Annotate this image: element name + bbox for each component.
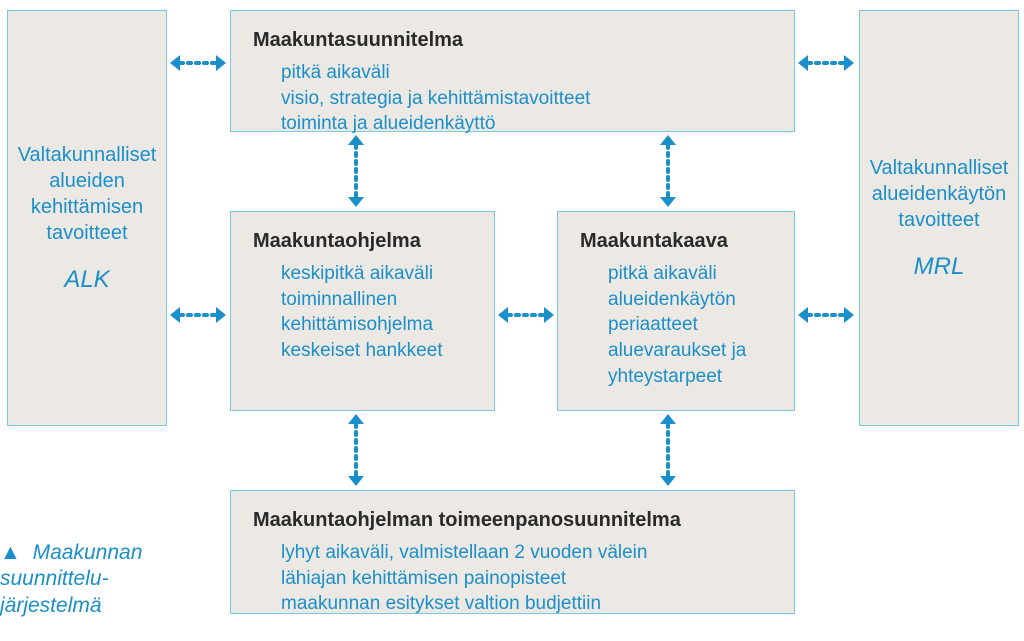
box-national-landuse-goals: Valtakunnallisetalueidenkäytöntavoitteet… [859,10,1019,426]
box-title: Maakuntaohjelma [253,230,472,253]
double-arrow-right-mid [798,307,854,323]
triangle-up-icon: ▲ [0,540,21,566]
abbr-alk: ALK [64,266,109,294]
side-text: Valtakunnallisetalueidenkäytöntavoitteet [870,155,1009,233]
double-arrow-midRight-bot [660,414,676,486]
box-body: lyhyt aikaväli, valmistellaan 2 vuoden v… [253,540,772,617]
double-arrow-midLeft-bot [348,414,364,486]
caption-line: Maakunnan [27,541,143,564]
box-body: keskipitkä aikavälitoiminnallinenkehittä… [253,261,472,364]
box-implementation-plan: Maakuntaohjelman toimeenpanosuunnitelma … [230,490,795,614]
double-arrow-left-top [170,55,226,71]
abbr-mrl: MRL [914,253,965,281]
box-title: Maakuntakaava [580,230,772,253]
box-national-regional-development-goals: Valtakunnallisetalueidenkehittämisentavo… [7,10,167,426]
figure-caption: ▲ Maakunnan suunnittelu- järjestelmä [0,540,142,619]
box-title: Maakuntasuunnitelma [253,29,772,52]
caption-line: suunnittelu- [0,567,109,590]
box-body: pitkä aikavälialueidenkäytönperiaatteeta… [580,261,772,389]
double-arrow-top-midRight [660,135,676,207]
double-arrow-left-mid [170,307,226,323]
caption-line: järjestelmä [0,594,102,617]
double-arrow-right-top [798,55,854,71]
box-regional-programme: Maakuntaohjelma keskipitkä aikavälitoimi… [230,211,495,411]
box-body: pitkä aikavälivisio, strategia ja kehitt… [253,60,772,137]
side-text: Valtakunnallisetalueidenkehittämisentavo… [18,142,157,246]
box-title: Maakuntaohjelman toimeenpanosuunnitelma [253,509,772,532]
double-arrow-mid-mid [498,307,554,323]
double-arrow-top-midLeft [348,135,364,207]
box-regional-plan: Maakuntasuunnitelma pitkä aikavälivisio,… [230,10,795,132]
box-regional-landuse-plan: Maakuntakaava pitkä aikavälialueidenkäyt… [557,211,795,411]
